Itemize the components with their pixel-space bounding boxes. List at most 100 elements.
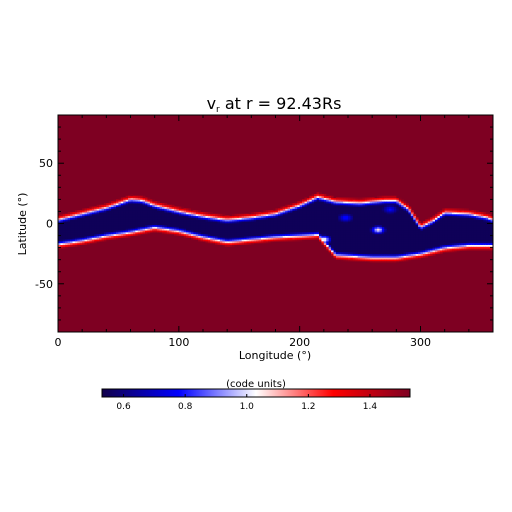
heatmap-cell: [352, 259, 356, 262]
heatmap-cell: [74, 226, 78, 229]
heatmap-cell: [116, 235, 119, 238]
heatmap-cell: [319, 210, 322, 213]
heatmap-cell: [323, 193, 327, 197]
heatmap-cell: [398, 221, 402, 224]
heatmap-cell: [391, 217, 395, 220]
heatmap-cell: [362, 224, 366, 227]
heatmap-cell: [265, 217, 269, 220]
heatmap-cell: [236, 235, 240, 238]
heatmap-cell: [360, 250, 363, 253]
heatmap-cell: [120, 204, 124, 208]
heatmap-cell: [147, 203, 151, 206]
heatmap-cell: [364, 257, 368, 260]
heatmap-cell: [215, 215, 218, 218]
heatmap-cell: [77, 233, 81, 236]
heatmap-cell: [377, 197, 380, 200]
heatmap-cell: [323, 222, 327, 226]
heatmap-cell: [212, 231, 216, 235]
heatmap-cell: [87, 221, 90, 224]
heatmap-cell: [386, 248, 390, 251]
heatmap-cell: [396, 235, 400, 238]
heatmap-cell: [442, 221, 446, 224]
heatmap-cell: [84, 208, 88, 211]
heatmap-cell: [357, 237, 361, 240]
heatmap-cell: [418, 235, 421, 238]
heatmap-cell: [128, 231, 131, 235]
heatmap-cell: [415, 244, 419, 247]
heatmap-cell: [96, 222, 100, 226]
heatmap-cell: [198, 210, 201, 213]
heatmap-cell: [369, 255, 373, 258]
heatmap-cell: [91, 233, 95, 236]
heatmap-cell: [352, 251, 356, 255]
heatmap-cell: [408, 228, 412, 231]
heatmap-cell: [152, 230, 156, 233]
heatmap-cell: [393, 221, 397, 224]
heatmap-cell: [183, 210, 187, 213]
heatmap-cell: [355, 217, 359, 220]
heatmap-cell: [403, 257, 407, 260]
heatmap-cell: [360, 237, 363, 240]
heatmap-cell: [369, 208, 373, 211]
heatmap-cell: [360, 201, 363, 204]
heatmap-cell: [275, 222, 279, 226]
heatmap-cell: [174, 210, 177, 213]
heatmap-cell: [456, 244, 460, 247]
heatmap-cell: [239, 230, 243, 233]
heatmap-cell: [459, 215, 462, 218]
heatmap-cell: [265, 235, 269, 238]
heatmap-cell: [480, 226, 484, 229]
heatmap-cell: [58, 237, 61, 240]
heatmap-cell: [367, 259, 371, 262]
heatmap-cell: [364, 231, 368, 235]
heatmap-cell: [251, 240, 255, 244]
heatmap-cell: [459, 244, 462, 247]
heatmap-cell: [360, 235, 363, 238]
heatmap-cell: [147, 199, 151, 202]
heatmap-cell: [113, 224, 117, 227]
heatmap-cell: [79, 231, 83, 235]
heatmap-cell: [427, 237, 431, 240]
heatmap-cell: [350, 203, 354, 206]
colorbar-tick-label: 1.0: [240, 402, 255, 412]
heatmap-cell: [248, 215, 252, 218]
heatmap-cell: [130, 221, 134, 224]
heatmap-cell: [364, 250, 368, 253]
heatmap-cell: [328, 230, 332, 233]
heatmap-cell: [391, 257, 395, 260]
heatmap-cell: [319, 201, 322, 204]
heatmap-cell: [106, 235, 110, 238]
heatmap-cell: [408, 251, 412, 255]
heatmap-cell: [401, 222, 404, 226]
heatmap-cell: [108, 212, 112, 215]
heatmap-cell: [403, 219, 407, 222]
heatmap-cell: [96, 235, 100, 238]
heatmap-cell: [377, 251, 380, 255]
heatmap-cell: [427, 219, 431, 222]
heatmap-cell: [367, 226, 371, 229]
heatmap-cell: [99, 224, 102, 227]
heatmap-cell: [174, 222, 177, 226]
heatmap-cell: [459, 222, 462, 226]
heatmap-cell: [244, 217, 247, 220]
heatmap-cell: [478, 231, 482, 235]
heatmap-cell: [207, 235, 211, 238]
heatmap-cell: [263, 231, 267, 235]
heatmap-cell: [381, 228, 385, 231]
heatmap-cell: [398, 255, 402, 258]
heatmap-cell: [273, 233, 276, 236]
heatmap-cell: [461, 230, 465, 233]
heatmap-cell: [287, 204, 291, 208]
heatmap-cell: [157, 203, 160, 206]
heatmap-cell: [437, 212, 441, 215]
heatmap-cell: [229, 240, 233, 244]
heatmap-cell: [451, 246, 455, 249]
heatmap-cell: [248, 233, 252, 236]
heatmap-cell: [304, 203, 308, 206]
heatmap-cell: [140, 219, 143, 222]
heatmap-cell: [420, 224, 424, 227]
heatmap-cell: [352, 217, 356, 220]
heatmap-cell: [398, 199, 402, 202]
heatmap-cell: [72, 215, 76, 218]
heatmap-cell: [471, 224, 475, 227]
